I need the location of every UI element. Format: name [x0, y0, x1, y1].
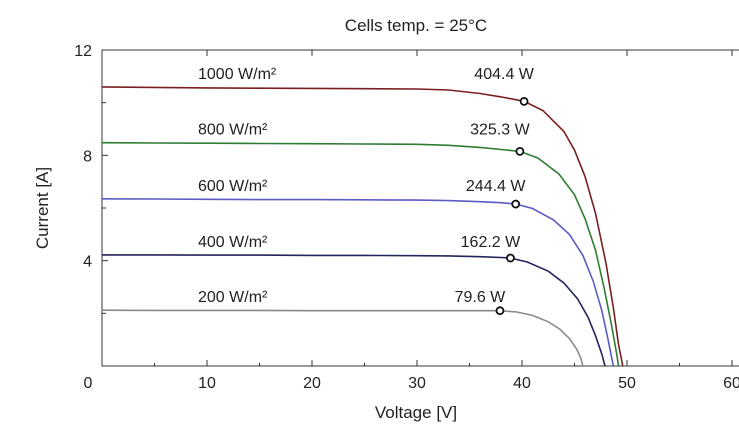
series-power-label: 404.4 W [474, 66, 534, 83]
mpp-marker [511, 199, 521, 209]
series-irradiance-label: 600 W/m² [198, 178, 268, 195]
x-tick-label: 0 [84, 375, 93, 392]
series-line [102, 254, 606, 367]
mpp-marker [495, 306, 505, 316]
mpp-marker [506, 253, 515, 263]
series-power-label: 162.2 W [461, 234, 521, 251]
series-line [101, 141, 620, 367]
series-power-label: 79.6 W [455, 289, 507, 306]
series-irradiance-label: 800 W/m² [198, 122, 268, 139]
series-irradiance-label: 200 W/m² [198, 289, 268, 306]
y-tick-label: 4 [83, 254, 92, 271]
mpp-marker [515, 146, 525, 156]
x-tick-label: 10 [198, 375, 216, 392]
mpp-marker [519, 96, 529, 106]
series-line [101, 198, 615, 367]
chart-title: Cells temp. = 25°C [345, 16, 487, 35]
x-tick-label: 60 [723, 375, 739, 392]
series-irradiance-label: 1000 W/m² [198, 66, 277, 83]
x-tick-label: 40 [513, 375, 531, 392]
series-power-label: 325.3 W [470, 122, 530, 139]
x-tick-label: 20 [303, 375, 321, 392]
plot-layer: 0 10 20 30 40 50 60 4 8 12 1000 W/m² 404.4 W 800 W/m… [74, 43, 739, 392]
x-tick-label: 50 [618, 375, 636, 392]
x-tick-label: 30 [408, 375, 426, 392]
series-line [101, 309, 584, 367]
y-axis-label: Current [A] [33, 167, 52, 249]
series-line [101, 86, 624, 367]
series-irradiance-label: 400 W/m² [198, 234, 268, 251]
x-axis-label: Voltage [V] [375, 403, 457, 422]
y-tick-label: 12 [74, 43, 92, 60]
series-power-label: 244.4 W [466, 178, 526, 195]
y-tick-label: 8 [83, 148, 92, 165]
